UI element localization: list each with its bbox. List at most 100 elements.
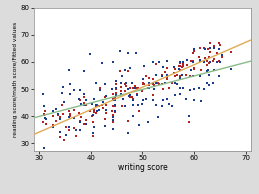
Point [60, 103, 64, 106]
Point [172, 65, 176, 68]
Point [134, 51, 139, 54]
Point [100, 61, 104, 64]
Point [220, 55, 224, 59]
Point [154, 81, 159, 84]
Point [111, 97, 115, 100]
Point [72, 108, 76, 112]
Point [187, 115, 191, 118]
Point [113, 79, 118, 82]
Point [82, 101, 86, 104]
Point [126, 120, 130, 123]
Point [207, 55, 211, 58]
Point [121, 98, 125, 101]
Point [198, 58, 202, 61]
Point [229, 68, 233, 71]
Point [191, 49, 196, 52]
Point [124, 81, 128, 84]
Point [218, 61, 222, 64]
Point [192, 98, 196, 101]
Point [131, 98, 135, 101]
Point [103, 95, 107, 99]
Point [104, 104, 109, 107]
Point [175, 73, 179, 76]
Y-axis label: reading score/math score/Fitted values: reading score/math score/Fitted values [13, 22, 18, 137]
Point [110, 110, 114, 113]
Point [98, 88, 102, 92]
Point [191, 60, 195, 63]
Point [203, 56, 207, 59]
Point [100, 104, 104, 107]
Point [204, 64, 208, 67]
Point [43, 117, 47, 120]
Point [113, 110, 117, 113]
Point [178, 92, 182, 95]
Point [166, 67, 170, 70]
Point [82, 95, 86, 98]
Point [151, 78, 155, 81]
Point [202, 60, 206, 63]
Point [61, 101, 66, 104]
Point [212, 46, 216, 49]
Point [71, 116, 76, 120]
Point [78, 88, 82, 91]
Point [113, 96, 117, 100]
Point [84, 122, 88, 126]
Point [114, 87, 118, 90]
Point [154, 74, 158, 77]
Point [127, 94, 131, 98]
Point [92, 108, 96, 112]
Point [183, 98, 188, 101]
Point [211, 81, 215, 84]
Point [136, 87, 140, 90]
Point [163, 71, 167, 74]
Point [74, 134, 78, 138]
Point [58, 118, 62, 121]
Point [111, 60, 115, 63]
Point [68, 113, 72, 116]
Point [205, 60, 209, 63]
Point [90, 103, 94, 106]
Point [152, 84, 156, 87]
Point [90, 114, 95, 117]
Point [54, 120, 58, 123]
Point [160, 105, 164, 108]
Point [151, 61, 155, 64]
Point [170, 104, 174, 107]
Point [197, 56, 201, 59]
Point [189, 68, 193, 71]
Point [188, 75, 192, 78]
Point [118, 69, 122, 72]
Point [207, 83, 211, 86]
Point [152, 88, 156, 91]
Point [68, 114, 72, 117]
Point [199, 69, 203, 72]
Point [212, 68, 216, 72]
Point [167, 103, 171, 106]
Point [93, 103, 98, 106]
Point [128, 66, 133, 69]
Point [217, 74, 221, 78]
Point [181, 87, 185, 90]
Point [121, 98, 125, 101]
Point [124, 84, 128, 87]
Point [133, 85, 138, 88]
Point [111, 121, 115, 124]
Point [84, 98, 88, 101]
Point [114, 93, 118, 96]
Point [208, 50, 212, 54]
Point [61, 86, 66, 89]
Point [123, 68, 127, 71]
Point [161, 66, 165, 69]
Point [51, 114, 55, 118]
Point [206, 48, 210, 51]
Point [101, 101, 105, 104]
Point [165, 78, 169, 81]
Point [130, 96, 134, 99]
Point [80, 103, 84, 106]
Point [151, 81, 155, 84]
Point [67, 129, 71, 132]
Point [136, 103, 140, 107]
Point [151, 99, 155, 102]
Point [84, 104, 88, 107]
Point [67, 68, 71, 71]
